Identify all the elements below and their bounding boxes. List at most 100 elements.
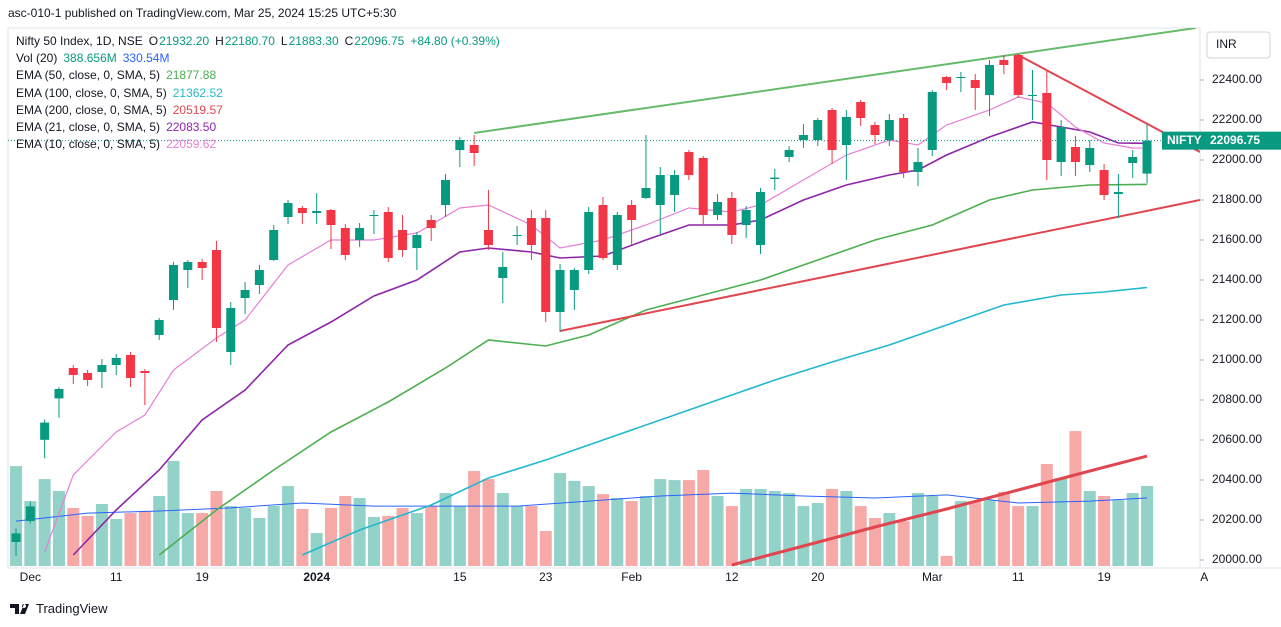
candle-body [741,210,751,225]
candle-body [140,371,150,373]
candle-body [670,175,680,195]
candle-body [355,228,365,240]
y-tick-label: 20800.00 [1212,392,1262,406]
x-tick-label: 20 [811,570,825,584]
candle-body [942,77,952,83]
volume-bar [1040,464,1053,566]
volume-bar [768,491,781,566]
last-price-name: NIFTY [1167,133,1202,147]
candle-body [612,215,622,265]
volume-bar [940,555,953,566]
candle-body [297,208,307,213]
volume-bar [224,506,237,566]
volume-bar [253,518,266,566]
volume-bar [1141,485,1154,566]
quote-label: L [280,34,288,48]
candle-body [154,320,164,335]
candle-body [25,506,35,521]
candle-body [927,92,937,150]
x-tick-label: Dec [20,570,41,584]
volume-bar [854,506,867,566]
volume-bar [797,506,810,566]
candle-body [211,250,221,328]
volume-bar [554,473,567,566]
quote-value: 22096.75 [354,34,405,48]
candle-body [269,230,279,260]
volume-bar [654,479,667,566]
volume-bar [596,494,609,566]
candle-body [498,267,508,278]
volume-bar [511,506,524,566]
candle-body [469,145,479,153]
x-tick-label: 11 [110,570,123,584]
y-tick-label: 21600.00 [1212,232,1262,246]
volume-bar [24,501,37,566]
candle-body [684,152,694,175]
currency-box[interactable] [1206,31,1271,59]
y-tick-label: 21400.00 [1212,272,1262,286]
volume-bar [969,501,982,566]
volume-bar [625,501,638,566]
volume-bar [153,495,166,566]
volume-bar [740,488,753,566]
candle-body [240,290,250,298]
volume-bar [95,503,108,566]
ema-value: 22083.50 [166,120,217,135]
x-tick-label: Mar [922,570,943,584]
volume-bar [396,507,409,566]
candle-body [226,308,236,352]
candle-body [126,355,136,378]
volume-bar [138,510,151,566]
candle-body [1099,170,1109,195]
candle-body [398,230,408,250]
candle-body [111,358,121,365]
volume-bar [1012,506,1025,566]
candle-body [841,117,851,145]
volume-bar [1126,493,1139,566]
volume-bar [954,501,967,566]
footer-brand: TradingView [36,601,108,616]
candle-body [698,158,708,215]
y-tick-label: 22000.00 [1212,152,1262,166]
volume-value: 388.656M [63,51,117,66]
ema-row: EMA (100, close, 0, SMA, 5) 21362.52 [16,85,506,102]
volume-bar [196,513,209,566]
symbol: Nifty 50 Index, 1D, NSE [16,34,143,48]
ema-line [44,96,1148,553]
candle-body [555,270,565,312]
volume-bar [167,460,180,566]
candle-body [584,212,594,270]
candle-body [870,125,880,135]
candle-body [641,188,651,198]
y-tick-label: 21000.00 [1212,352,1262,366]
volume-bar [840,491,853,566]
volume-bar [682,480,695,566]
candle-body [541,218,551,312]
candle-body [727,198,737,235]
volume-bar [611,498,624,566]
y-tick-label: 21200.00 [1212,312,1262,326]
candle-body [655,175,665,205]
ema-row: EMA (200, close, 0, SMA, 5) 20519.57 [16,102,506,119]
volume-bar [725,506,738,566]
y-tick-label: 20200.00 [1212,512,1262,526]
volume-bar [869,518,882,566]
y-tick-label: 22400.00 [1212,72,1262,86]
candle-body [1113,192,1123,194]
quote-value: 21932.20 [159,34,210,48]
ema-value: 21877.88 [166,68,217,83]
candle-body [383,212,393,258]
trendline [559,199,1200,332]
candle-body [512,235,522,236]
candle-body [713,202,723,215]
volume-bar [1055,478,1068,566]
ema-name: EMA (100, close, 0, SMA, 5) [16,85,167,100]
volume-bar [439,493,452,566]
x-tick-label: 2024 [303,570,330,584]
volume-bar [367,516,380,566]
y-tick-label: 20400.00 [1212,472,1262,486]
candle-body [83,373,93,380]
candle-body [1042,93,1052,160]
quote-value: 21883.30 [288,34,339,48]
